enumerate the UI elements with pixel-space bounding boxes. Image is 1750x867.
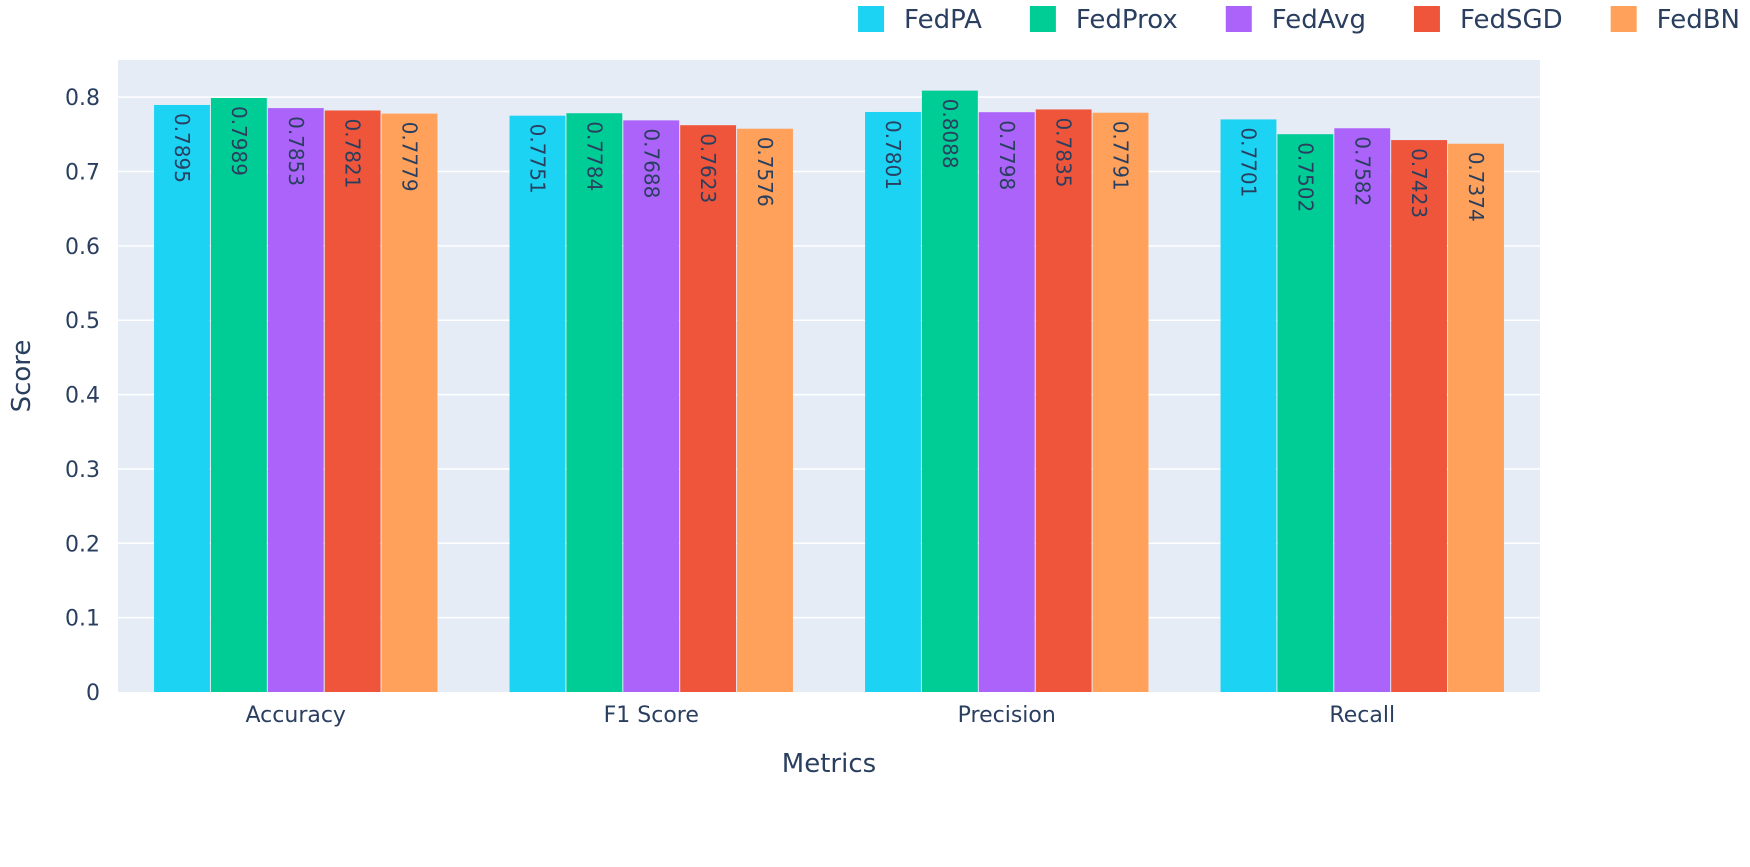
bar-fedbn-recall bbox=[1448, 143, 1504, 692]
bar-fedpa-f1-score bbox=[509, 115, 566, 692]
bar-value-label: 0.8088 bbox=[938, 99, 962, 169]
bar-value-label: 0.7801 bbox=[881, 120, 905, 190]
x-axis-ticks: Accuracy F1 Score Precision Recall bbox=[246, 703, 1396, 728]
legend-swatch bbox=[1610, 6, 1637, 32]
legend-label: FedBN bbox=[1657, 5, 1740, 35]
bar-value-label: 0.7576 bbox=[753, 137, 777, 207]
bar-fedavg-accuracy bbox=[267, 108, 324, 693]
y-tick-label: 0.7 bbox=[65, 161, 100, 186]
x-tick-label: F1 Score bbox=[604, 703, 699, 728]
bar-fedsgd-accuracy bbox=[324, 110, 381, 692]
bar-fedprox-accuracy bbox=[210, 97, 267, 692]
bar-fedsgd-f1-score bbox=[680, 125, 737, 693]
y-tick-label: 0.1 bbox=[65, 607, 100, 632]
y-tick-label: 0.8 bbox=[65, 86, 100, 111]
bar-value-label: 0.7751 bbox=[525, 124, 549, 194]
legend-label: FedPA bbox=[904, 5, 982, 35]
bar-value-label: 0.7701 bbox=[1236, 127, 1260, 197]
bars bbox=[154, 90, 1504, 693]
y-tick-label: 0.2 bbox=[65, 532, 100, 557]
legend-item-fedpa[interactable]: FedPA bbox=[858, 5, 982, 35]
bar-fedbn-precision bbox=[1092, 112, 1149, 692]
legend-swatch bbox=[1029, 6, 1056, 32]
bar-value-label: 0.7821 bbox=[341, 118, 365, 188]
bar-fedavg-precision bbox=[978, 112, 1035, 693]
x-tick-label: Accuracy bbox=[246, 703, 346, 728]
bar-fedprox-f1-score bbox=[566, 113, 623, 693]
bar-value-label: 0.7989 bbox=[227, 106, 251, 176]
bar-value-label: 0.7374 bbox=[1464, 152, 1488, 222]
legend-label: FedProx bbox=[1076, 5, 1178, 35]
bar-value-label: 0.7688 bbox=[639, 128, 663, 198]
y-tick-label: 0.3 bbox=[65, 458, 100, 483]
y-axis-ticks: 0 0.1 0.2 0.3 0.4 0.5 0.6 0.7 0.8 bbox=[65, 86, 100, 706]
bar-fedsgd-recall bbox=[1391, 140, 1448, 692]
y-tick-label: 0.6 bbox=[65, 235, 100, 260]
bar-fedbn-f1-score bbox=[737, 128, 793, 692]
bar-fedpa-accuracy bbox=[154, 104, 210, 693]
bar-value-label: 0.7784 bbox=[582, 121, 606, 191]
bar-value-label: 0.7791 bbox=[1109, 121, 1133, 191]
bar-value-label: 0.7623 bbox=[696, 133, 720, 203]
legend: FedPA FedProx FedAvg FedSGD FedBN bbox=[858, 5, 1740, 35]
legend-swatch bbox=[1413, 6, 1440, 32]
bar-fedpa-precision bbox=[865, 111, 921, 692]
legend-swatch bbox=[858, 6, 885, 32]
bar-fedbn-accuracy bbox=[381, 113, 438, 693]
legend-label: FedAvg bbox=[1272, 5, 1366, 35]
bar-value-label: 0.7835 bbox=[1052, 117, 1076, 187]
bar-fedavg-f1-score bbox=[623, 120, 680, 693]
bar-fedsgd-precision bbox=[1035, 109, 1092, 692]
legend-label: FedSGD bbox=[1460, 5, 1563, 35]
legend-swatch bbox=[1225, 6, 1252, 32]
x-tick-label: Recall bbox=[1329, 703, 1395, 728]
bar-value-label: 0.7779 bbox=[398, 122, 422, 192]
y-tick-label: 0.5 bbox=[65, 309, 100, 334]
bar-value-label: 0.7895 bbox=[170, 113, 194, 183]
legend-item-fedprox[interactable]: FedProx bbox=[1029, 5, 1178, 35]
legend-item-fedsgd[interactable]: FedSGD bbox=[1413, 5, 1563, 35]
y-tick-label: 0 bbox=[86, 681, 100, 706]
y-axis-title: Score bbox=[7, 340, 37, 413]
legend-item-fedbn[interactable]: FedBN bbox=[1610, 5, 1740, 35]
bar-value-label: 0.7582 bbox=[1350, 136, 1374, 206]
bar-labels: 0.7895 0.7989 0.7853 0.7821 0.7779 0.7751 0.77… bbox=[170, 99, 1488, 222]
bar-value-label: 0.7853 bbox=[284, 116, 308, 186]
bar-value-label: 0.7502 bbox=[1293, 142, 1317, 212]
bar-fedprox-recall bbox=[1277, 134, 1334, 693]
y-tick-label: 0.4 bbox=[65, 384, 100, 409]
bar-fedavg-recall bbox=[1334, 128, 1391, 693]
x-axis-title: Metrics bbox=[782, 749, 876, 779]
x-tick-label: Precision bbox=[958, 703, 1056, 728]
legend-item-fedavg[interactable]: FedAvg bbox=[1225, 5, 1366, 35]
bar-value-label: 0.7423 bbox=[1407, 148, 1431, 218]
bar-fedprox-precision bbox=[921, 90, 978, 692]
bar-fedpa-recall bbox=[1220, 119, 1277, 692]
bar-value-label: 0.7798 bbox=[995, 120, 1019, 190]
